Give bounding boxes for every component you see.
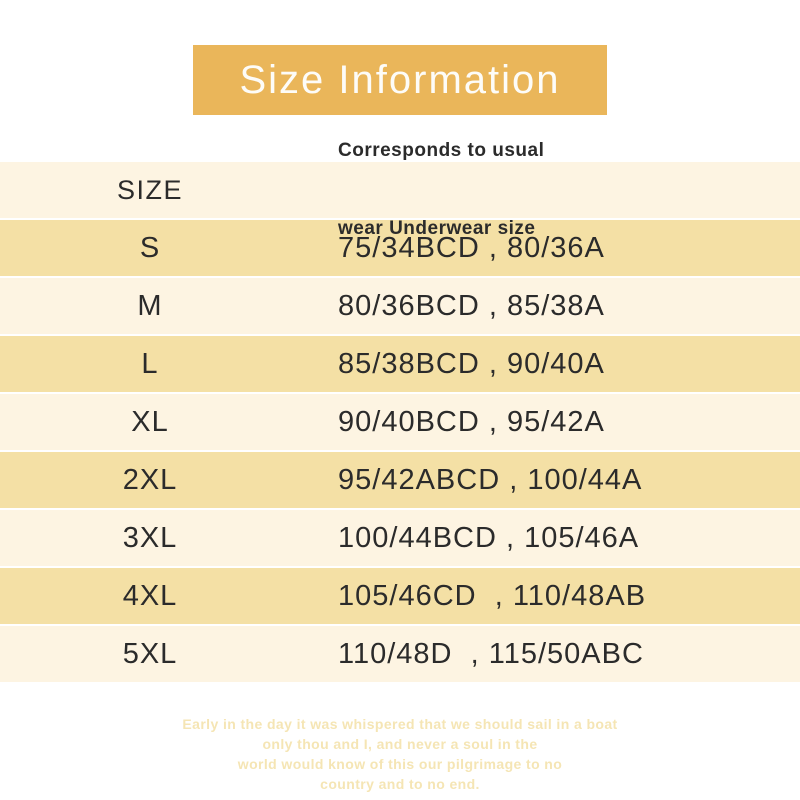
- fit-column-header: Corresponds to usual wear Underwear size: [300, 86, 800, 294]
- table-row-xl: XL 90/40BCD , 95/42A: [0, 394, 800, 450]
- table-row-l: L 85/38BCD , 90/40A: [0, 336, 800, 392]
- size-cell: XL: [131, 405, 169, 438]
- size-cell: 3XL: [122, 521, 178, 554]
- fit-column-header-line2: wear Underwear size: [338, 218, 536, 239]
- table-row-s: S 75/34BCD , 80/36A: [0, 220, 800, 276]
- table-row-4xl: 4XL 105/46CD , 110/48AB: [0, 568, 800, 624]
- fit-value-cell: 95/42ABCD , 100/44A: [338, 463, 643, 496]
- table-row-3xl: 3XL 100/44BCD , 105/46A: [0, 510, 800, 566]
- size-column-header: SIZE: [116, 174, 183, 205]
- fit-value-cell: 105/46CD , 110/48AB: [338, 579, 647, 612]
- table-header-row: SIZE Corresponds to usual wear Underwear…: [0, 140, 800, 239]
- size-cell: S: [139, 231, 161, 264]
- fit-value-cell: 75/34BCD , 80/36A: [338, 231, 605, 264]
- size-table: SIZE Corresponds to usual wear Underwear…: [0, 140, 800, 684]
- fit-value-cell: 100/44BCD , 105/46A: [338, 521, 640, 554]
- size-cell: 2XL: [122, 463, 178, 496]
- size-cell: 5XL: [122, 637, 178, 670]
- quote-line: Early in the day it was whispered that w…: [182, 716, 618, 732]
- quote-line: only thou and I, and never a soul in the: [262, 736, 538, 752]
- table-row-2xl: 2XL 95/42ABCD , 100/44A: [0, 452, 800, 508]
- fit-value-cell: 110/48D , 115/50ABC: [338, 637, 644, 670]
- fit-column-header-line1: Corresponds to usual: [338, 140, 545, 161]
- size-cell: L: [141, 347, 159, 380]
- quote-line: country and to no end.: [320, 776, 480, 792]
- size-cell: M: [137, 289, 163, 322]
- fit-value-cell: 85/38BCD , 90/40A: [338, 347, 605, 380]
- table-row-5xl: 5XL 110/48D , 115/50ABC: [0, 626, 800, 682]
- page-title: Size Information: [239, 57, 561, 102]
- table-row-m: M 80/36BCD , 85/38A: [0, 278, 800, 334]
- fit-value-cell: 80/36BCD , 85/38A: [338, 289, 605, 322]
- footer-quote: Early in the day it was whispered that w…: [0, 714, 800, 794]
- quote-line: world would know of this our pilgrimage …: [237, 756, 563, 772]
- fit-value-cell: 90/40BCD , 95/42A: [338, 405, 605, 438]
- size-info-banner: Size Information: [193, 45, 607, 115]
- size-cell: 4XL: [122, 579, 178, 612]
